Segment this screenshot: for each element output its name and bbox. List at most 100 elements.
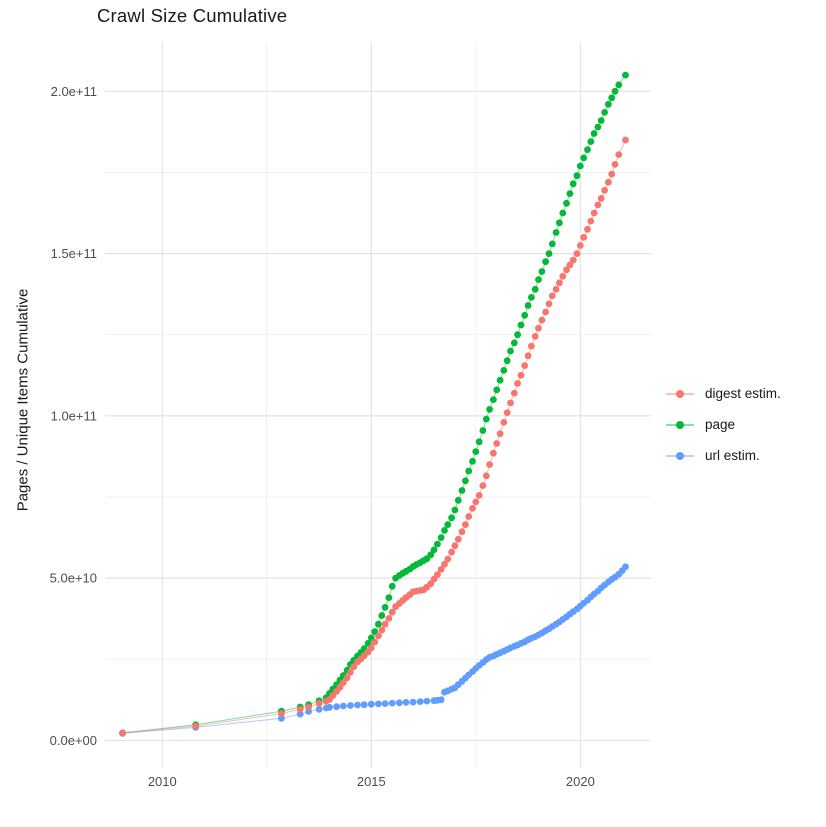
data-series bbox=[119, 71, 629, 737]
data-point bbox=[587, 138, 595, 146]
data-point bbox=[615, 151, 623, 159]
data-point bbox=[434, 571, 441, 578]
series-url-estim bbox=[119, 563, 629, 737]
data-point bbox=[469, 457, 476, 465]
data-point bbox=[576, 242, 584, 249]
data-point bbox=[490, 396, 497, 403]
data-point bbox=[493, 440, 501, 447]
data-point bbox=[500, 419, 508, 426]
data-point bbox=[430, 546, 438, 554]
data-point bbox=[192, 722, 200, 730]
legend-item-url-estim: url estim. bbox=[666, 440, 781, 471]
data-point bbox=[608, 94, 616, 102]
data-point bbox=[514, 380, 521, 387]
data-point bbox=[552, 229, 560, 236]
data-point bbox=[542, 308, 549, 316]
data-point bbox=[388, 699, 396, 707]
data-point bbox=[402, 699, 410, 706]
series-page bbox=[119, 71, 629, 737]
legend-label: url estim. bbox=[705, 448, 760, 463]
data-point bbox=[517, 321, 525, 329]
data-point bbox=[563, 199, 570, 207]
data-point bbox=[381, 620, 389, 628]
data-point bbox=[514, 331, 521, 339]
data-point bbox=[605, 100, 612, 108]
y-tick-label: 5.0e+10 bbox=[50, 571, 97, 586]
data-point bbox=[594, 123, 602, 131]
data-point bbox=[486, 406, 493, 413]
data-point bbox=[458, 528, 466, 536]
data-point bbox=[605, 178, 612, 186]
legend-item-page: page bbox=[666, 409, 781, 440]
legend-label: digest estim. bbox=[705, 386, 781, 401]
data-point bbox=[448, 514, 455, 522]
chart-title: Crawl Size Cumulative bbox=[97, 5, 288, 26]
data-point bbox=[278, 710, 285, 717]
data-point bbox=[416, 698, 424, 705]
data-point bbox=[521, 362, 529, 369]
data-point bbox=[350, 663, 358, 671]
data-point bbox=[375, 700, 382, 708]
data-point bbox=[423, 697, 431, 705]
data-point bbox=[347, 702, 354, 709]
data-point bbox=[496, 376, 504, 384]
data-point bbox=[451, 506, 459, 514]
legend-key-icon bbox=[666, 387, 694, 401]
data-point bbox=[569, 256, 577, 264]
data-point bbox=[437, 566, 445, 573]
data-point bbox=[611, 87, 619, 95]
data-point bbox=[615, 81, 623, 89]
data-point bbox=[496, 430, 504, 438]
data-point bbox=[622, 563, 629, 571]
data-point bbox=[437, 534, 445, 541]
data-point bbox=[367, 700, 375, 708]
data-point bbox=[556, 219, 563, 227]
legend-key-icon bbox=[666, 449, 694, 463]
data-point bbox=[611, 161, 619, 168]
data-point bbox=[584, 225, 591, 233]
data-point bbox=[347, 668, 354, 676]
x-tick-label: 2020 bbox=[566, 774, 595, 789]
data-point bbox=[462, 521, 469, 528]
data-point bbox=[479, 427, 487, 434]
data-point bbox=[475, 438, 483, 446]
data-point bbox=[388, 608, 396, 616]
data-point bbox=[378, 612, 386, 619]
data-point bbox=[503, 357, 511, 365]
data-point bbox=[597, 195, 605, 202]
data-point bbox=[395, 699, 403, 707]
data-point bbox=[472, 448, 480, 455]
data-point bbox=[469, 505, 476, 512]
y-tick-label: 2.0e+11 bbox=[51, 84, 97, 99]
data-point bbox=[333, 703, 340, 711]
data-point bbox=[580, 154, 588, 162]
data-point bbox=[441, 527, 448, 534]
gridlines bbox=[105, 42, 651, 768]
axis-tick-labels: 0.0e+00 5.0e+10 1.0e+11 1.5e+11 2.0e+11 2010 2… bbox=[50, 84, 595, 789]
series-digest-estim bbox=[119, 136, 629, 737]
data-point bbox=[531, 333, 539, 340]
legend-key-icon bbox=[666, 418, 694, 432]
data-point bbox=[434, 540, 441, 548]
data-point bbox=[594, 201, 602, 209]
data-point bbox=[559, 209, 567, 217]
data-point bbox=[427, 551, 435, 559]
data-point bbox=[500, 367, 508, 374]
data-point bbox=[451, 542, 459, 550]
data-point bbox=[535, 324, 542, 332]
data-point bbox=[517, 371, 525, 379]
data-point bbox=[493, 386, 501, 394]
data-point bbox=[531, 285, 539, 293]
data-point bbox=[556, 279, 563, 287]
data-point bbox=[385, 594, 393, 601]
data-point bbox=[326, 703, 333, 711]
data-point bbox=[608, 170, 616, 178]
data-point bbox=[521, 311, 529, 319]
data-point bbox=[587, 217, 595, 225]
data-point bbox=[503, 409, 511, 416]
x-tick-label: 2010 bbox=[148, 774, 177, 789]
data-point bbox=[584, 146, 591, 154]
data-point bbox=[388, 582, 396, 590]
data-point bbox=[576, 162, 584, 170]
